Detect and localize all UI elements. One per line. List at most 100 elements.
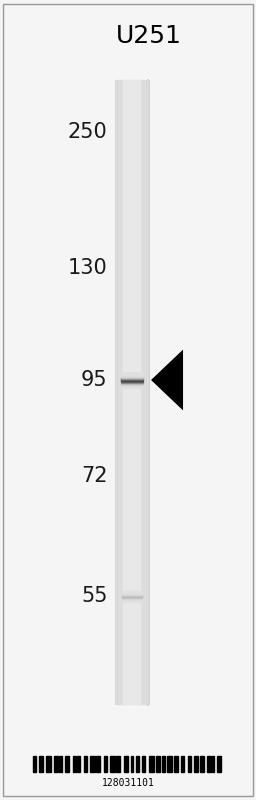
Bar <box>116 263 147 265</box>
Bar <box>123 548 140 550</box>
Bar <box>116 473 147 475</box>
Bar <box>123 278 140 280</box>
Bar <box>123 506 140 509</box>
Bar <box>116 118 147 119</box>
Bar <box>123 482 140 483</box>
Bar <box>147 80 148 704</box>
Bar <box>116 406 147 409</box>
Bar <box>116 340 147 342</box>
Bar <box>194 756 198 772</box>
Bar <box>123 398 140 400</box>
Bar <box>116 426 147 427</box>
Bar <box>116 271 147 274</box>
Bar <box>123 457 140 458</box>
Bar <box>123 608 140 610</box>
Bar <box>116 218 147 219</box>
Bar <box>116 238 147 240</box>
Bar <box>123 519 140 521</box>
Bar <box>116 582 147 583</box>
Bar <box>116 259 147 261</box>
Bar <box>116 660 147 662</box>
Bar <box>116 639 147 642</box>
Bar <box>123 138 140 140</box>
Bar <box>116 438 147 440</box>
Bar <box>123 600 140 602</box>
Bar <box>116 230 147 232</box>
Bar <box>123 249 140 250</box>
Bar <box>116 166 147 167</box>
Bar <box>116 313 147 315</box>
Bar <box>116 357 147 358</box>
Bar <box>123 642 140 644</box>
Bar <box>110 756 115 772</box>
Bar <box>123 219 140 222</box>
Bar <box>123 575 140 577</box>
Bar <box>116 604 147 606</box>
Bar <box>123 666 140 669</box>
Bar <box>116 98 147 101</box>
Bar <box>116 690 147 691</box>
Bar <box>123 207 140 209</box>
Bar <box>116 488 147 490</box>
Bar <box>123 392 140 394</box>
Bar <box>123 431 140 434</box>
Bar <box>116 145 147 146</box>
Bar <box>116 525 147 527</box>
Bar <box>123 492 140 494</box>
Bar <box>116 305 147 306</box>
Bar <box>123 240 140 242</box>
Bar <box>116 602 147 604</box>
Bar <box>123 298 140 301</box>
Bar <box>123 338 140 340</box>
Bar <box>123 128 140 130</box>
Bar <box>116 542 147 544</box>
Bar <box>123 610 140 613</box>
Bar <box>123 97 140 98</box>
Bar <box>116 662 147 665</box>
Bar <box>123 238 140 240</box>
Bar <box>116 365 147 367</box>
Bar <box>123 702 140 704</box>
Bar <box>123 631 140 634</box>
Bar <box>123 86 140 88</box>
Bar <box>116 594 147 596</box>
Bar <box>123 155 140 157</box>
Bar <box>123 681 140 683</box>
Bar <box>116 500 147 502</box>
Bar <box>123 371 140 374</box>
Bar <box>123 504 140 506</box>
Bar <box>123 386 140 388</box>
Bar <box>116 161 147 163</box>
Bar <box>123 513 140 514</box>
Bar <box>116 111 147 114</box>
Bar <box>123 446 140 448</box>
Bar <box>123 577 140 579</box>
Bar <box>116 535 147 538</box>
Bar <box>116 454 147 457</box>
Bar <box>123 315 140 317</box>
Bar <box>116 286 147 288</box>
Bar <box>116 590 147 592</box>
Bar <box>116 394 147 396</box>
Bar <box>123 658 140 660</box>
Bar <box>116 180 147 182</box>
Bar <box>123 691 140 694</box>
Bar <box>123 531 140 534</box>
Bar <box>116 155 147 157</box>
Bar <box>123 413 140 415</box>
Bar <box>147 80 148 704</box>
Bar <box>123 444 140 446</box>
Bar <box>123 358 140 361</box>
Bar <box>116 159 147 161</box>
Bar <box>123 313 140 315</box>
Bar <box>123 415 140 417</box>
Bar <box>116 492 147 494</box>
Bar <box>116 517 147 519</box>
Bar <box>123 613 140 614</box>
Bar <box>116 322 147 323</box>
Bar <box>116 188 147 190</box>
Bar <box>123 275 140 278</box>
Bar <box>116 105 147 107</box>
Bar <box>123 394 140 396</box>
Bar <box>116 130 147 132</box>
